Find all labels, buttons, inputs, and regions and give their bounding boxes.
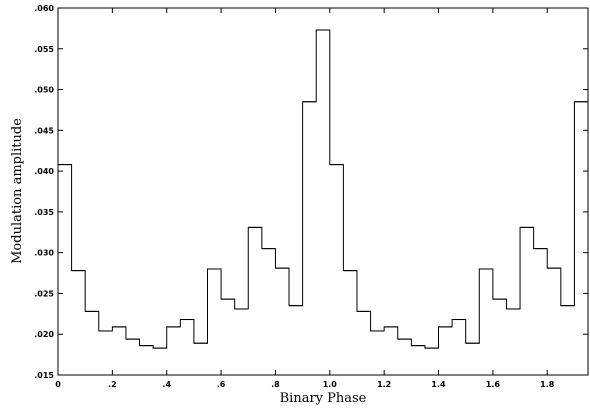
- y-tick-label: .055: [34, 45, 54, 54]
- y-tick-label: .045: [34, 126, 54, 135]
- y-tick-label: .025: [34, 289, 54, 298]
- y-tick-label: .015: [34, 371, 54, 380]
- plot-frame: [57, 7, 589, 376]
- x-tick-label: 1.2: [377, 380, 391, 389]
- y-axis-ticks: .015 .020 .025 .030 .035 .040 .045 .050 .055 .060: [34, 4, 588, 380]
- y-tick-label: .035: [34, 208, 54, 217]
- x-tick-label: .6: [217, 380, 226, 389]
- x-tick-label: 1.6: [486, 380, 501, 389]
- y-tick-label: .050: [34, 86, 54, 95]
- x-tick-label: 1.4: [431, 380, 446, 389]
- x-tick-label: 1.0: [323, 380, 338, 389]
- x-axis-ticks: 0 .2 .4 .6 .8 1.0 1.2 1.4 1.6 1.8: [55, 8, 555, 389]
- x-tick-label: .4: [162, 380, 171, 389]
- x-tick-label: 0: [55, 380, 61, 389]
- x-axis-label: Binary Phase: [280, 391, 367, 406]
- y-tick-label: .020: [34, 330, 54, 339]
- y-tick-label: .040: [34, 167, 54, 176]
- x-tick-label: 1.8: [540, 380, 555, 389]
- series-group: [57, 29, 588, 349]
- y-axis-label: Modulation amplitude: [10, 118, 25, 264]
- y-tick-label: .030: [34, 249, 54, 258]
- series-line: [57, 29, 588, 349]
- x-tick-label: .8: [271, 380, 280, 389]
- x-tick-label: .2: [108, 380, 117, 389]
- y-tick-label: .060: [34, 4, 54, 13]
